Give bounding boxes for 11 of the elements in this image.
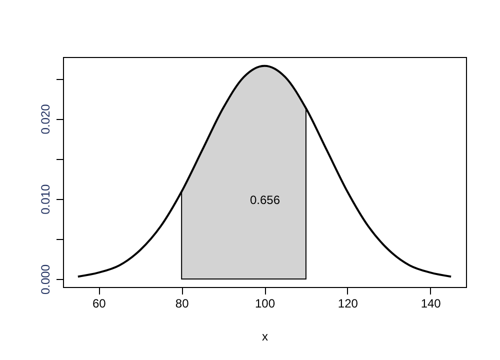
x-tick-label: 120 <box>338 296 358 310</box>
x-tick-label: 100 <box>254 296 276 310</box>
line-series <box>76 64 452 278</box>
y-tick-label: 0.010 <box>38 184 52 214</box>
y-tick-label: 0.020 <box>38 104 52 134</box>
annotation: 0.656 <box>250 193 280 207</box>
x-tick-label: 60 <box>92 296 106 310</box>
x-tick-label: 140 <box>420 296 442 310</box>
y-tick-label: 0.000 <box>38 264 52 294</box>
x-axis-title: x <box>262 330 268 344</box>
x-tick-label: 80 <box>175 296 190 310</box>
